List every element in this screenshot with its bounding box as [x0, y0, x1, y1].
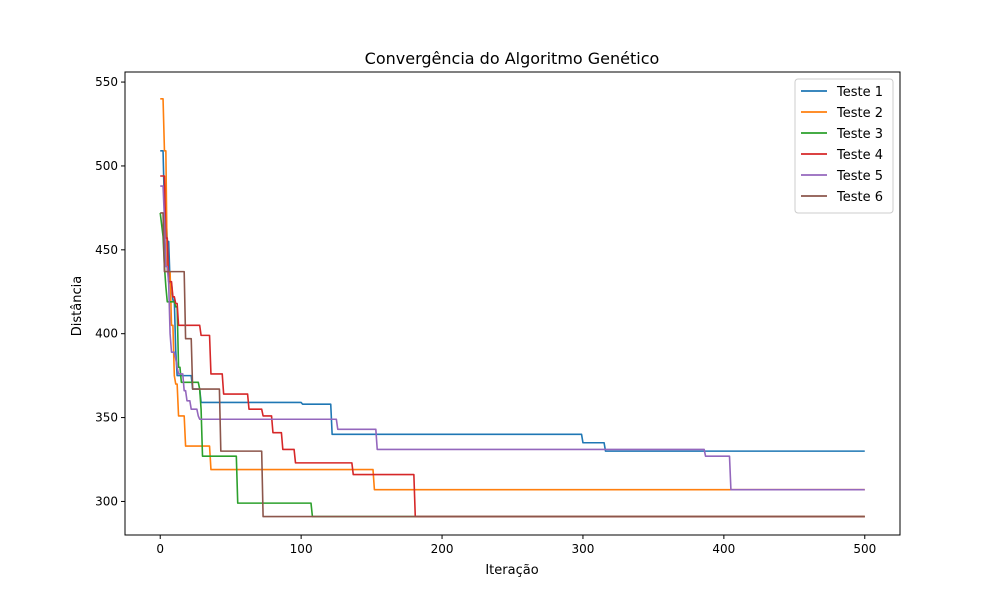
legend-label-1: Teste 1 [836, 85, 883, 100]
legend-label-4: Teste 4 [836, 148, 883, 163]
y-tick-label: 450 [95, 243, 118, 257]
legend-label-6: Teste 6 [836, 190, 883, 205]
y-axis-title: Distância [70, 276, 85, 336]
y-tick-label: 400 [95, 327, 118, 341]
plot-frame [124, 71, 901, 536]
x-tick-label: 300 [572, 542, 595, 556]
y-tick-label: 350 [95, 411, 118, 425]
series-line-2 [160, 98, 865, 491]
series-line-4 [160, 175, 865, 518]
series-line-3 [159, 212, 865, 518]
x-tick-label: 500 [853, 542, 876, 556]
x-tick-label: 100 [290, 542, 313, 556]
x-axis-title: Iteração [485, 563, 538, 578]
y-tick-label: 550 [95, 75, 118, 89]
plot-area [159, 98, 865, 518]
chart-title: Convergência do Algoritmo Genético [365, 49, 660, 68]
legend-label-2: Teste 2 [836, 106, 883, 121]
x-tick-label: 400 [712, 542, 735, 556]
y-tick-label: 300 [95, 494, 118, 508]
y-tick-label: 500 [95, 159, 118, 173]
series-line-5 [160, 185, 865, 491]
axes: 0 100 200 300 400 500 300 350 400 450 500 550 [95, 71, 901, 556]
series-line-6 [160, 212, 865, 518]
x-tick-label: 200 [431, 542, 454, 556]
legend-label-5: Teste 5 [836, 169, 883, 184]
legend-label-3: Teste 3 [836, 127, 883, 142]
x-tick-label: 0 [156, 542, 164, 556]
legend: Teste 1 Teste 2 Teste 3 Teste 4 Teste 5 Teste… [794, 78, 894, 214]
